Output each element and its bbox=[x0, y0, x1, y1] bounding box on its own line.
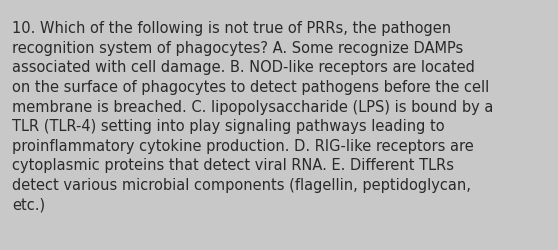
Text: 10. Which of the following is not true of PRRs, the pathogen
recognition system : 10. Which of the following is not true o… bbox=[12, 21, 494, 212]
